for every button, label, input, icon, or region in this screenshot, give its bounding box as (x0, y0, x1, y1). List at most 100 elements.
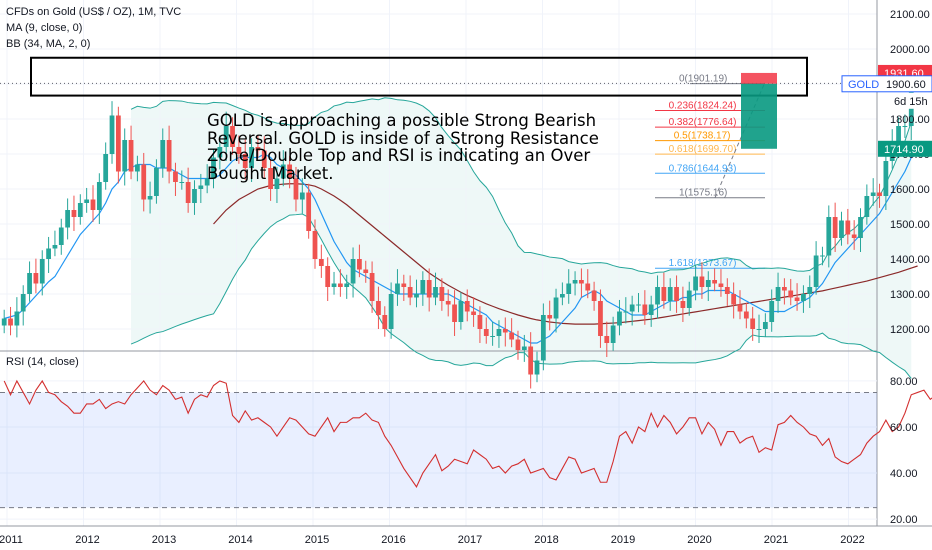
candle-body (128, 140, 134, 172)
candle (458, 292, 464, 330)
candle-countdown: 6d 15h (894, 96, 928, 108)
candle (477, 306, 483, 343)
candle-body (52, 245, 58, 249)
candle (236, 135, 242, 164)
candle-body (902, 126, 908, 127)
candle-body (46, 248, 51, 259)
candle-body (553, 297, 559, 319)
price-label-text: 1714.90 (884, 144, 924, 156)
candle (318, 244, 324, 278)
candle-body (350, 259, 356, 284)
candle-body (458, 301, 464, 322)
price-tick-label: 1400.00 (890, 254, 930, 266)
candle-body (661, 287, 667, 301)
candle-body (268, 168, 273, 189)
candle (204, 164, 210, 194)
candle-body (604, 336, 610, 343)
candle-body (629, 304, 635, 312)
candle (325, 257, 331, 301)
candle-body (705, 280, 711, 287)
ma-legend: MA (9, close, 0) (6, 22, 83, 34)
candle-body (667, 287, 673, 301)
candle-body (255, 147, 261, 151)
candle (211, 148, 216, 189)
candle-body (724, 287, 730, 294)
candle (217, 135, 223, 170)
candle-body (845, 220, 851, 235)
candle-body (312, 231, 318, 259)
time-tick-label: 2016 (381, 534, 405, 546)
candle (261, 136, 267, 178)
candle (756, 314, 762, 343)
time-axis: 2011 2012 2013 2014 2015 2016 2017 2018 2019 2020… (0, 534, 865, 546)
candle-body (369, 273, 375, 301)
chart-title: CFDs on Gold (US$ / OZ), 1M, TVC (6, 6, 182, 18)
candle (312, 219, 318, 269)
candle (426, 268, 432, 312)
candle-body (204, 178, 210, 186)
candle (585, 269, 591, 299)
grid (0, 0, 932, 527)
candle-body (655, 287, 660, 305)
candle-body (445, 301, 451, 305)
candle (388, 282, 394, 339)
candle-body (509, 332, 515, 340)
candle (674, 275, 679, 313)
candle-body (179, 182, 185, 183)
countdown-box (886, 92, 932, 109)
candle (743, 302, 749, 329)
candle (483, 317, 489, 344)
candle (902, 114, 908, 138)
candle (642, 290, 648, 325)
candle (782, 278, 787, 305)
time-tick-label: 2020 (687, 534, 711, 546)
candle-body (407, 287, 413, 298)
annotation-line: Reversal. GOLD is inside of a Strong Res… (207, 128, 599, 148)
candle (1, 309, 7, 334)
fib-level-label: 1(1575.16) (679, 188, 727, 199)
candle-body (306, 192, 312, 231)
candle-body (559, 294, 565, 298)
price-label-box (878, 140, 932, 157)
candle-body (502, 329, 508, 333)
candle (77, 194, 83, 225)
analysis-annotation: GOLD is approaching a possible Strong Be… (207, 112, 607, 182)
candle-body (325, 266, 331, 287)
candle (395, 269, 400, 306)
candle (712, 268, 718, 292)
bb-basis-line (213, 183, 918, 325)
candle-body (20, 294, 26, 312)
price-tick-label: 2000.00 (890, 44, 930, 56)
price-tick-label: 1200.00 (890, 324, 930, 336)
candle-body (521, 346, 527, 350)
time-tick-label: 2017 (458, 534, 482, 546)
candle-body (242, 154, 248, 168)
candle (598, 289, 603, 348)
candle (509, 318, 515, 348)
candle (198, 173, 204, 203)
candle (788, 278, 794, 306)
candle-body (173, 171, 178, 182)
candle-body (610, 325, 616, 343)
candle-body (839, 220, 844, 238)
candle (610, 316, 616, 351)
rsi-tick-label: 60.00 (890, 422, 918, 434)
candle (826, 205, 832, 268)
candle (401, 274, 407, 301)
candle (27, 261, 32, 302)
candle (407, 275, 413, 306)
candle (667, 278, 673, 311)
candle (528, 332, 534, 389)
candle-body (585, 283, 591, 291)
candle (223, 111, 229, 161)
candle (839, 211, 844, 246)
candle-body (693, 276, 698, 291)
candle-body (211, 157, 216, 179)
candles (1, 69, 914, 389)
candle (382, 306, 388, 337)
candle-body (477, 315, 483, 329)
candle (293, 166, 299, 212)
candle (128, 125, 134, 180)
candle-body (870, 192, 876, 196)
